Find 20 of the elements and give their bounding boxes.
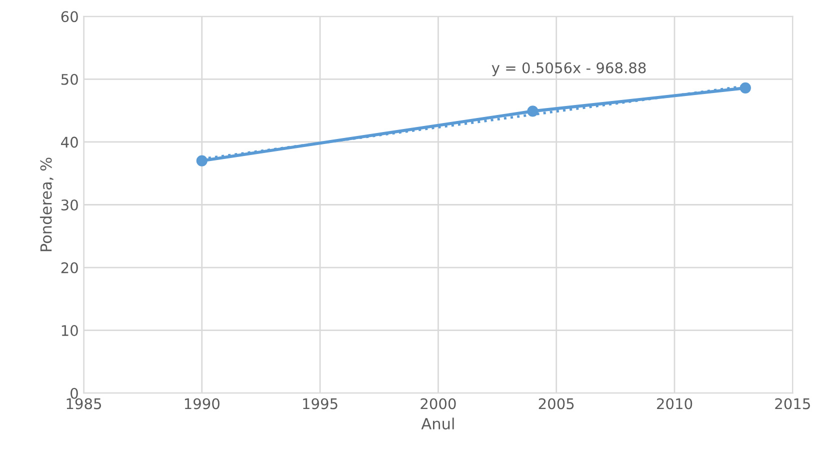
x-tick-label: 2005 (538, 398, 574, 410)
y-axis-title: Ponderea, % (40, 158, 54, 252)
annotation: y = 0.5056x - 968.88 (492, 62, 646, 76)
x-axis-title: Anul (421, 418, 454, 430)
y-tick-label: 20 (61, 262, 78, 274)
x-tick-label: 2015 (775, 398, 810, 410)
y-tick-label: 10 (62, 325, 78, 336)
x-tick-label: 2000 (420, 398, 456, 410)
y-tick-label: 0 (70, 388, 78, 399)
y-tick-label: 60 (61, 11, 78, 22)
x-tick-label: 1990 (184, 398, 220, 410)
x-tick-label: 1985 (66, 398, 102, 410)
point (196, 155, 208, 166)
point (527, 106, 538, 117)
y-tick-label: 30 (61, 199, 78, 210)
x-tick-label: 1995 (303, 398, 338, 410)
point (740, 82, 751, 94)
y-tick-label: 40 (61, 136, 78, 148)
y-tick-label: 50 (61, 74, 78, 85)
x-tick-label: 2010 (657, 398, 692, 410)
